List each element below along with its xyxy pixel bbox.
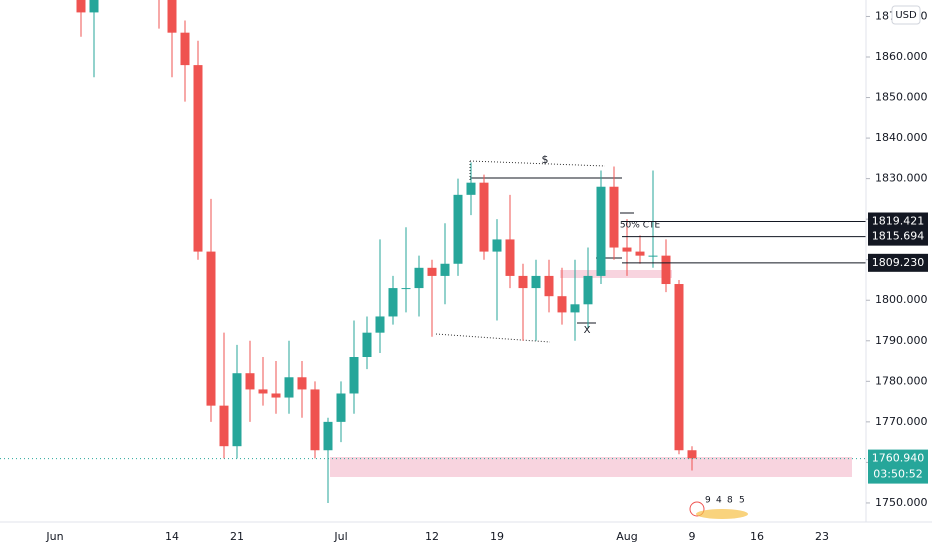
currency-label: USD bbox=[895, 10, 917, 21]
candle-body bbox=[271, 393, 281, 398]
candle-body bbox=[687, 450, 697, 459]
y-tick-label: 1840.000 bbox=[875, 131, 928, 144]
candle-body bbox=[76, 0, 86, 13]
y-tick-label: 1800.000 bbox=[875, 293, 928, 306]
candle-body bbox=[609, 186, 619, 248]
currency-button[interactable] bbox=[891, 5, 921, 25]
candle-body bbox=[557, 296, 567, 313]
level-label: 1819.421 bbox=[872, 215, 925, 228]
candle-body bbox=[362, 332, 372, 357]
candle-body bbox=[401, 288, 411, 290]
candle-body bbox=[466, 182, 476, 195]
event-count: 8 bbox=[727, 496, 733, 506]
last-price-badge bbox=[868, 449, 928, 484]
candle-body bbox=[583, 275, 593, 305]
y-tick-label: 1790.000 bbox=[875, 334, 928, 347]
level-label: 1809.230 bbox=[872, 256, 925, 269]
y-tick-label: 1770.000 bbox=[875, 415, 928, 428]
level-badge bbox=[868, 253, 928, 272]
candle-body bbox=[180, 32, 190, 66]
y-tick-label: 1750.000 bbox=[875, 496, 928, 509]
candle-body bbox=[336, 393, 346, 422]
candle-body bbox=[167, 0, 177, 33]
y-tick-label: 1860.000 bbox=[875, 50, 928, 63]
last-price-label: 1760.940 bbox=[872, 452, 925, 465]
candle-body bbox=[258, 389, 268, 394]
axes: 1750.0001760.0001770.0001780.0001790.000… bbox=[45, 9, 928, 543]
x-tick-label: 23 bbox=[815, 530, 829, 543]
supply-zone bbox=[560, 270, 672, 278]
annotation: X bbox=[584, 325, 591, 336]
event-count: 9 bbox=[705, 496, 711, 506]
x-tick-label: 21 bbox=[230, 530, 244, 543]
candle-body bbox=[388, 288, 398, 317]
x-tick-label: Jul bbox=[333, 530, 347, 543]
level-badge bbox=[868, 227, 928, 246]
x-tick-label: 19 bbox=[490, 530, 504, 543]
candle-body bbox=[596, 186, 606, 276]
y-tick-label: 1850.000 bbox=[875, 91, 928, 104]
candle-body bbox=[479, 182, 489, 252]
candle-body bbox=[284, 377, 294, 398]
flag-icon bbox=[696, 509, 748, 519]
x-tick-label: 14 bbox=[165, 530, 179, 543]
candle-body bbox=[518, 275, 528, 289]
candle-body bbox=[440, 263, 450, 276]
candle-body bbox=[648, 255, 658, 257]
candle-body bbox=[349, 357, 359, 394]
candle-body bbox=[375, 316, 385, 333]
candle-body bbox=[505, 239, 515, 276]
x-tick-label: 12 bbox=[425, 530, 439, 543]
candle-body bbox=[661, 255, 671, 285]
candle-body bbox=[453, 194, 463, 264]
event-count: 5 bbox=[739, 496, 745, 506]
level-badge bbox=[868, 212, 928, 231]
demand-zone bbox=[330, 457, 852, 477]
annotation: $ bbox=[542, 153, 549, 166]
candle-body bbox=[219, 405, 229, 447]
x-tick-label: 9 bbox=[689, 530, 696, 543]
event-flags[interactable]: 9 4 8 5 bbox=[689, 496, 748, 520]
candle-body bbox=[193, 65, 203, 252]
candle-body bbox=[232, 373, 242, 447]
annotation: 50% CTE bbox=[620, 221, 661, 231]
candle-body bbox=[531, 275, 541, 289]
candle-body bbox=[323, 421, 333, 451]
candle-body bbox=[297, 377, 307, 390]
candle-body bbox=[206, 251, 216, 406]
candle-body bbox=[310, 389, 320, 451]
x-tick-label: Jun bbox=[45, 530, 63, 543]
candle-body bbox=[245, 373, 255, 390]
y-tick-label: 1780.000 bbox=[875, 374, 928, 387]
level-label: 1815.694 bbox=[872, 230, 925, 243]
candle-body bbox=[544, 275, 554, 297]
x-tick-label: 16 bbox=[750, 530, 764, 543]
plot-area bbox=[0, 0, 866, 503]
event-count: 4 bbox=[716, 496, 722, 506]
y-tick-label: 1830.000 bbox=[875, 172, 928, 185]
countdown: 03:50:52 bbox=[873, 468, 922, 481]
candle-body bbox=[492, 239, 502, 252]
x-tick-label: Aug bbox=[616, 530, 637, 543]
candle-body bbox=[674, 284, 684, 451]
candle-body bbox=[635, 251, 645, 256]
candle-body bbox=[427, 267, 437, 276]
candle-body bbox=[89, 0, 99, 13]
candle-body bbox=[414, 267, 424, 289]
pattern-line bbox=[435, 333, 551, 343]
candle-body bbox=[570, 304, 580, 313]
candle-body bbox=[622, 247, 632, 252]
